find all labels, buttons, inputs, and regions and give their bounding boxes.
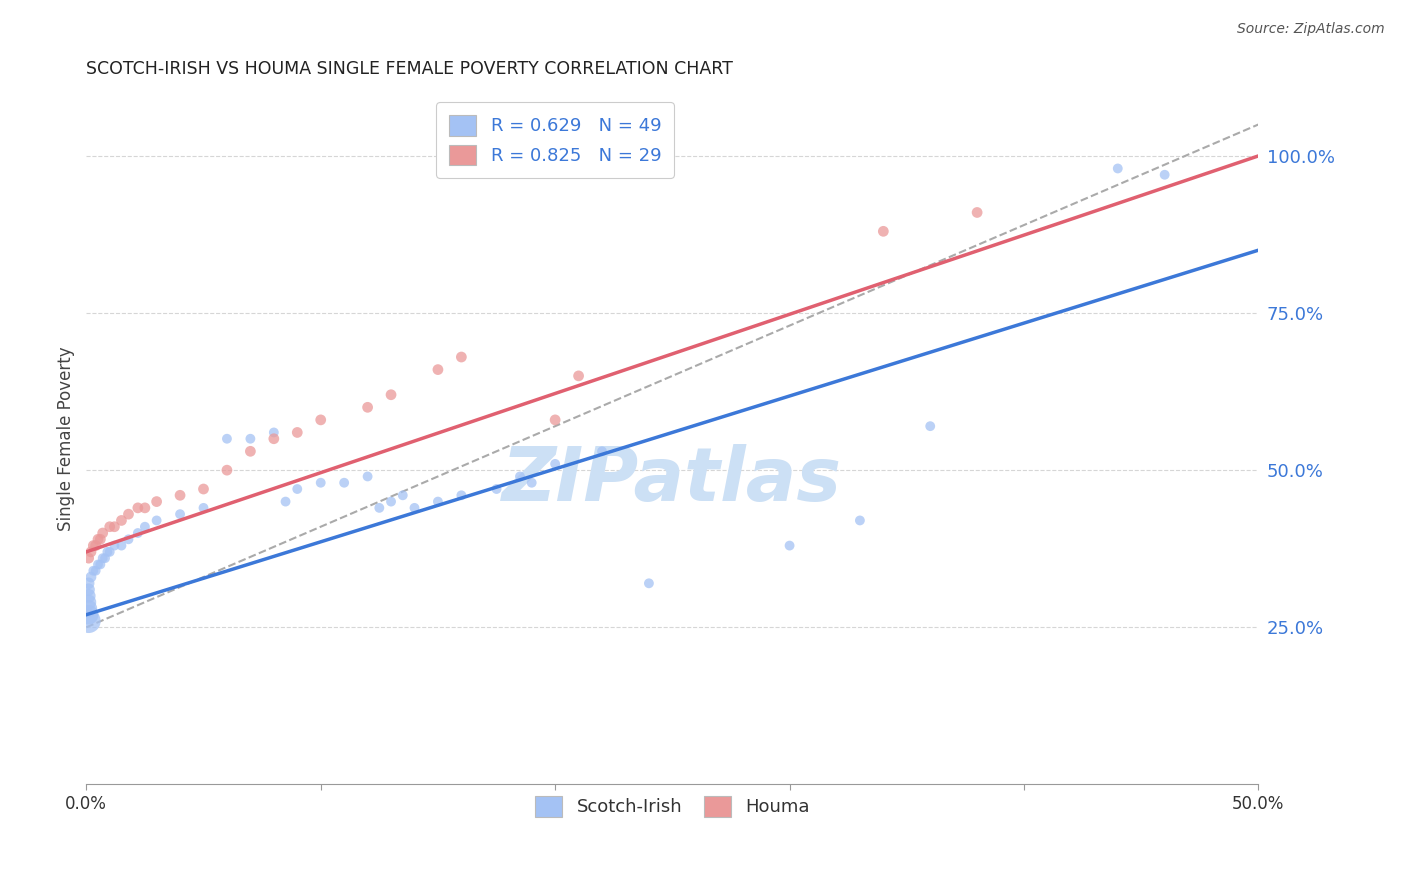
Point <box>285 482 308 496</box>
Point <box>91 526 114 541</box>
Point <box>77 614 100 628</box>
Point <box>485 482 508 496</box>
Point <box>426 494 449 508</box>
Point <box>1107 161 1129 176</box>
Point <box>520 475 543 490</box>
Point <box>82 539 104 553</box>
Point <box>356 401 378 415</box>
Point <box>638 576 661 591</box>
Point <box>80 545 103 559</box>
Point <box>134 500 156 515</box>
Point <box>82 564 104 578</box>
Point <box>544 457 567 471</box>
Point <box>450 350 472 364</box>
Point <box>568 368 591 383</box>
Point <box>77 551 100 566</box>
Point <box>426 362 449 376</box>
Point <box>872 224 894 238</box>
Point <box>263 432 285 446</box>
Point <box>84 539 107 553</box>
Text: SCOTCH-IRISH VS HOUMA SINGLE FEMALE POVERTY CORRELATION CHART: SCOTCH-IRISH VS HOUMA SINGLE FEMALE POVE… <box>86 60 733 78</box>
Point <box>239 432 262 446</box>
Point <box>309 475 332 490</box>
Point <box>98 545 121 559</box>
Point <box>98 520 121 534</box>
Point <box>89 533 111 547</box>
Point <box>103 520 125 534</box>
Point <box>77 607 100 622</box>
Point <box>127 526 149 541</box>
Point <box>77 601 100 615</box>
Point <box>77 595 100 609</box>
Point <box>103 539 125 553</box>
Point <box>117 507 139 521</box>
Point <box>849 513 872 527</box>
Point <box>356 469 378 483</box>
Point <box>215 432 238 446</box>
Point <box>87 533 110 547</box>
Point <box>368 500 391 515</box>
Point <box>263 425 285 440</box>
Point <box>1153 168 1175 182</box>
Point <box>274 494 297 508</box>
Point <box>966 205 988 219</box>
Point <box>96 545 118 559</box>
Point <box>215 463 238 477</box>
Text: ZIPatlas: ZIPatlas <box>502 443 842 516</box>
Point <box>84 564 107 578</box>
Point <box>380 388 402 402</box>
Point <box>110 513 132 527</box>
Point <box>509 469 531 483</box>
Point <box>779 539 801 553</box>
Point <box>91 551 114 566</box>
Point <box>309 413 332 427</box>
Point <box>169 507 191 521</box>
Point <box>193 482 215 496</box>
Point <box>544 413 567 427</box>
Point <box>87 558 110 572</box>
Point <box>920 419 942 434</box>
Point <box>193 500 215 515</box>
Legend: Scotch-Irish, Houma: Scotch-Irish, Houma <box>527 789 817 824</box>
Point <box>110 539 132 553</box>
Text: Source: ZipAtlas.com: Source: ZipAtlas.com <box>1237 22 1385 37</box>
Y-axis label: Single Female Poverty: Single Female Poverty <box>58 346 75 531</box>
Point <box>391 488 413 502</box>
Point <box>94 551 117 566</box>
Point <box>145 494 167 508</box>
Point <box>77 589 100 603</box>
Point <box>80 570 103 584</box>
Point <box>127 500 149 515</box>
Point <box>591 444 613 458</box>
Point <box>333 475 356 490</box>
Point <box>239 444 262 458</box>
Point <box>380 494 402 508</box>
Point <box>404 500 426 515</box>
Point <box>169 488 191 502</box>
Point <box>117 533 139 547</box>
Point <box>450 488 472 502</box>
Point <box>77 582 100 597</box>
Point <box>145 513 167 527</box>
Point <box>134 520 156 534</box>
Point <box>77 576 100 591</box>
Point <box>89 558 111 572</box>
Point <box>285 425 308 440</box>
